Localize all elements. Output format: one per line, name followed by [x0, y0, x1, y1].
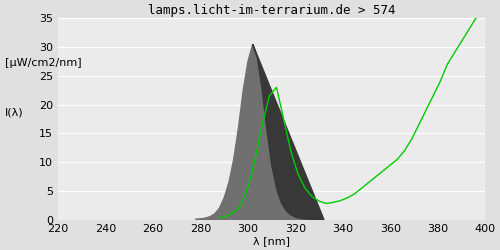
Polygon shape	[252, 44, 324, 220]
X-axis label: λ [nm]: λ [nm]	[253, 236, 290, 246]
Title: lamps.licht-im-terrarium.de > 574: lamps.licht-im-terrarium.de > 574	[148, 4, 396, 17]
Text: I(λ): I(λ)	[5, 108, 24, 118]
Polygon shape	[196, 44, 324, 220]
Text: [μW/cm2/nm]: [μW/cm2/nm]	[5, 58, 82, 68]
